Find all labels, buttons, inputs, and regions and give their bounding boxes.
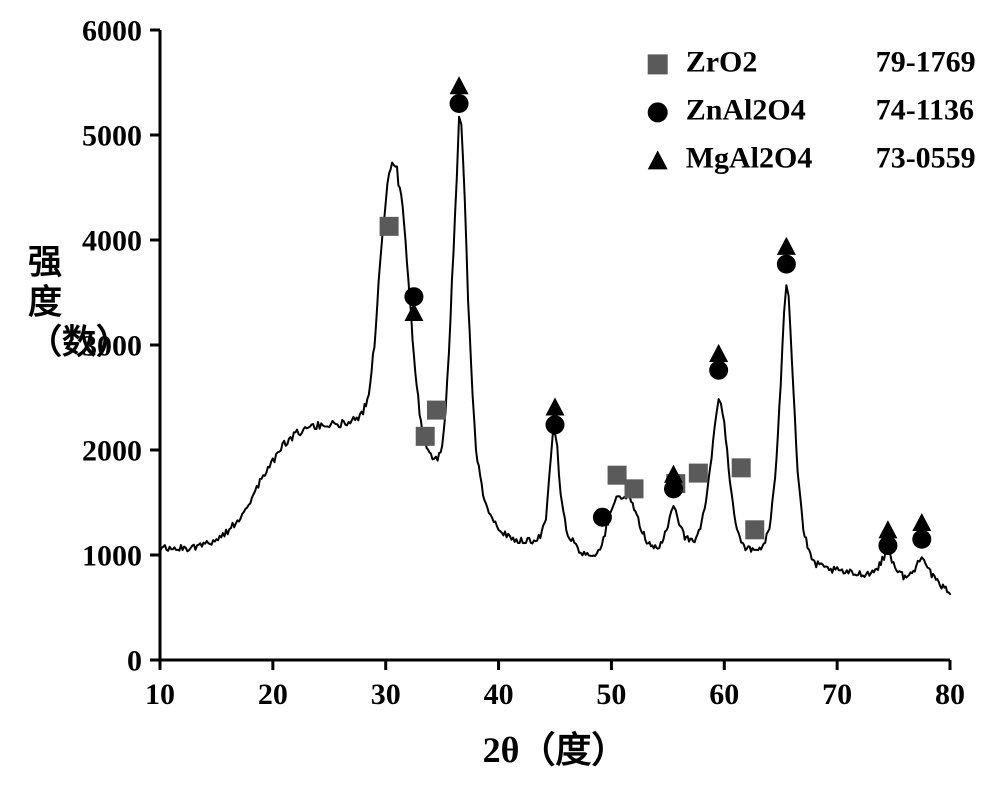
y-tick-label: 1000 [82, 540, 142, 573]
chart-svg: 10203040506070802θ（度）0100020003000400050… [0, 0, 1000, 798]
legend-square-icon [648, 54, 668, 74]
legend-label: ZnAl2O4 [686, 93, 806, 126]
marker-circle [709, 361, 728, 380]
y-axis-title-line: 度 [28, 284, 62, 322]
marker-circle [777, 255, 796, 274]
marker-square [689, 464, 708, 483]
y-axis-title-line: 强 [28, 245, 62, 282]
marker-circle [912, 530, 931, 549]
marker-square [380, 217, 399, 236]
legend-code: 74-1136 [876, 93, 974, 126]
x-tick-label: 50 [596, 678, 626, 711]
x-tick-label: 40 [484, 678, 514, 711]
x-tick-label: 80 [935, 678, 965, 711]
x-tick-label: 30 [371, 678, 401, 711]
marker-circle [878, 536, 897, 555]
y-tick-label: 4000 [82, 225, 142, 258]
marker-circle [450, 94, 469, 113]
y-tick-label: 0 [127, 645, 142, 678]
marker-square [608, 466, 627, 485]
x-tick-label: 70 [822, 678, 852, 711]
legend-label: MgAl2O4 [686, 141, 813, 174]
legend-code: 73-0559 [876, 141, 976, 174]
marker-square [427, 401, 446, 420]
y-axis-title-line: （数） [28, 323, 130, 362]
legend-circle-icon [648, 102, 668, 122]
marker-square [416, 427, 435, 446]
legend-code: 79-1769 [876, 45, 976, 78]
x-axis-title: 2θ（度） [483, 730, 628, 770]
y-tick-label: 5000 [82, 120, 142, 153]
y-tick-label: 2000 [82, 435, 142, 468]
x-tick-label: 60 [709, 678, 739, 711]
marker-square [745, 520, 764, 539]
y-tick-label: 6000 [82, 15, 142, 48]
x-tick-label: 10 [145, 678, 175, 711]
x-tick-label: 20 [258, 678, 288, 711]
xrd-chart: 10203040506070802θ（度）0100020003000400050… [0, 0, 1000, 798]
marker-circle [593, 508, 612, 527]
marker-circle [546, 415, 565, 434]
legend-label: ZrO2 [686, 45, 758, 78]
marker-square [625, 479, 644, 498]
marker-square [732, 458, 751, 477]
